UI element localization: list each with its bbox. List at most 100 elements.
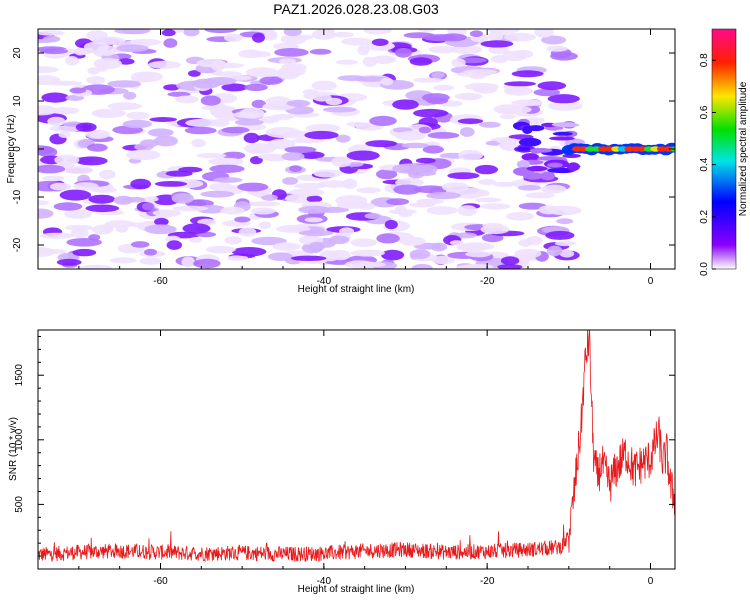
heatmap-cell <box>288 188 325 197</box>
heatmap-cell <box>499 114 517 120</box>
heatmap-cell <box>451 58 466 68</box>
heatmap-x-tick-label: -60 <box>153 276 168 287</box>
heatmap-cell <box>449 240 464 246</box>
heatmap-cell <box>126 149 161 161</box>
heatmap-cell <box>497 264 523 269</box>
heatmap-cell <box>246 201 281 207</box>
heatmap-cell <box>480 203 511 210</box>
heatmap-cell <box>546 245 563 257</box>
heatmap-cell <box>496 138 520 145</box>
heatmap-cell <box>130 178 152 190</box>
heatmap-cell <box>533 88 561 97</box>
heatmap-cell <box>122 119 152 129</box>
heatmap-cell <box>357 45 370 56</box>
heatmap-cell <box>117 58 135 65</box>
heatmap-cell <box>200 105 236 111</box>
heatmap-cell <box>447 172 480 180</box>
heatmap-cell <box>85 204 120 213</box>
heatmap-cell <box>234 216 251 223</box>
heatmap-cell <box>305 124 341 133</box>
heatmap-x-tick-label: -40 <box>317 276 332 287</box>
heatmap-cell <box>413 77 444 83</box>
snr-x-tick-label: -20 <box>480 576 495 587</box>
heatmap-cell <box>371 55 397 64</box>
heatmap-cell <box>441 182 469 192</box>
heatmap-cell <box>304 217 323 223</box>
heatmap-cell <box>432 84 455 91</box>
heatmap-cell <box>196 152 227 159</box>
snr-x-tick-label: -40 <box>317 576 332 587</box>
heatmap-cell <box>126 111 150 120</box>
heatmap-cell <box>456 264 483 269</box>
heatmap-cell <box>69 87 87 94</box>
heatmap-cell <box>275 224 311 233</box>
heatmap-cell <box>552 131 573 136</box>
heatmap-cell <box>470 35 488 42</box>
heatmap-cell <box>209 182 233 192</box>
snr-x-tick-label: 0 <box>648 576 654 587</box>
heatmap-cell <box>554 240 577 247</box>
heatmap-cell <box>292 138 325 144</box>
heatmap-cell <box>306 195 323 203</box>
heatmap-cell <box>44 52 67 59</box>
heatmap-cell <box>148 60 181 69</box>
heatmap-cell <box>457 118 484 124</box>
heatmap-cell <box>99 169 116 180</box>
heatmap-cell <box>72 248 97 257</box>
heatmap-cell <box>332 31 354 38</box>
heatmap-cell <box>221 126 250 134</box>
heatmap-cell <box>141 202 155 211</box>
heatmap-cell <box>458 149 484 161</box>
heatmap-cell <box>534 29 554 38</box>
heatmap-cell <box>559 249 575 258</box>
heatmap-cell <box>426 97 449 105</box>
heatmap-cell <box>309 48 332 55</box>
heatmap-cell <box>473 85 498 94</box>
heatmap-cell <box>413 108 449 118</box>
heatmap-cell <box>409 57 433 66</box>
heatmap-cell <box>283 29 302 37</box>
heatmap-cell <box>42 35 61 43</box>
heatmap-cell <box>130 241 150 248</box>
heatmap-cell <box>163 38 178 48</box>
heatmap-cell <box>209 164 245 173</box>
snr-y-axis-label: SNR (10 * v/v) <box>8 417 19 481</box>
heatmap-cell <box>200 190 235 198</box>
heatmap-cell <box>562 153 581 158</box>
heatmap-cell <box>272 242 301 251</box>
heatmap-cell <box>38 200 50 206</box>
heatmap-cell <box>41 92 69 103</box>
heatmap-cell <box>38 66 59 74</box>
heatmap-cell <box>258 221 272 229</box>
heatmap-cell <box>415 157 436 164</box>
snr-y-tick-label: 500 <box>14 496 25 513</box>
colorbar-tick-label: 0.0 <box>699 262 710 276</box>
heatmap-cell <box>204 77 237 85</box>
heatmap-cell <box>245 67 280 78</box>
snr-plot-area <box>38 330 675 569</box>
heatmap-cell <box>386 198 410 206</box>
heatmap-cell <box>474 164 498 175</box>
snr-y-tick-label: 1500 <box>14 364 25 387</box>
heatmap-cell <box>517 185 542 191</box>
heatmap-cell <box>208 157 244 166</box>
heatmap-cell <box>511 99 543 107</box>
heatmap-cell <box>480 224 510 235</box>
heatmap-cell <box>549 136 575 141</box>
heatmap-cell <box>516 160 531 169</box>
colorbar-tick-label: 0.4 <box>699 157 710 171</box>
heatmap-y-axis-label: Frequency (Hz) <box>6 115 17 184</box>
heatmap-cell <box>335 59 359 65</box>
heatmap-cell <box>171 193 194 204</box>
heatmap-cell <box>154 181 188 187</box>
heatmap-cell <box>183 29 200 37</box>
colorbar-gradient <box>711 28 737 270</box>
snr-frame <box>37 329 676 570</box>
heatmap-cell <box>422 145 444 154</box>
heatmap-chart: -60 -40 -20 0 -20 -10 0 10 20 Height of straigh… <box>6 28 676 295</box>
heatmap-cell <box>500 105 532 114</box>
heatmap-cell <box>139 257 163 265</box>
heatmap-cell <box>39 48 69 55</box>
heatmap-cell <box>381 249 405 261</box>
